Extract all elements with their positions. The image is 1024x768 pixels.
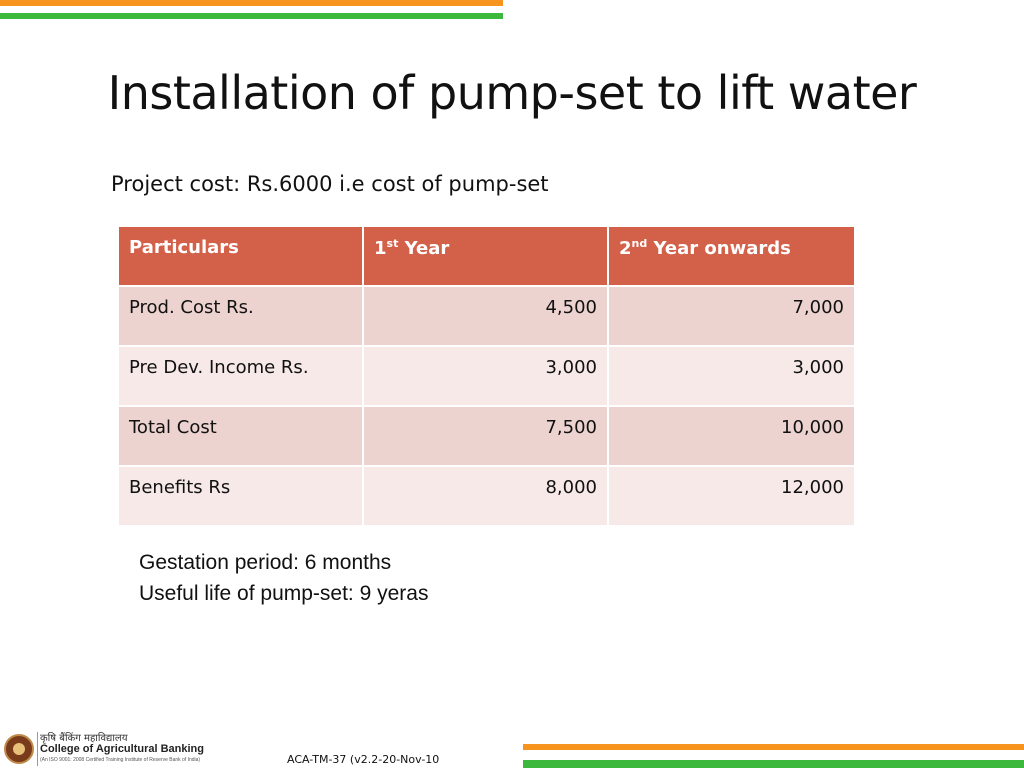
logo-hindi-name: कृषि बैंकिंग महाविद्यालय (40, 733, 128, 744)
cell-year1: 7,500 (362, 405, 609, 467)
cost-table: Particulars 1st Year 2nd Year onwards Pr… (117, 225, 856, 527)
cell-particular: Pre Dev. Income Rs. (117, 345, 364, 407)
logo-college-name: College of Agricultural Banking (40, 743, 204, 755)
top-orange-stripe (0, 0, 503, 6)
header-first-year: 1st Year (362, 225, 609, 287)
college-logo: कृषि बैंकिंग महाविद्यालय College of Agri… (2, 728, 232, 768)
cell-year2: 12,000 (607, 465, 856, 527)
logo-divider (37, 732, 38, 766)
table-row: Benefits Rs 8,000 12,000 (117, 465, 856, 527)
project-cost-text: Project cost: Rs.6000 i.e cost of pump-s… (111, 172, 549, 196)
gestation-period-text: Gestation period: 6 months (139, 551, 392, 574)
header-second-year-onwards: 2nd Year onwards (607, 225, 856, 287)
table-row: Pre Dev. Income Rs. 3,000 3,000 (117, 345, 856, 407)
cell-year1: 4,500 (362, 285, 609, 347)
cell-year1: 3,000 (362, 345, 609, 407)
footer-code: ACA-TM-37 (v2.2-20-Nov-10 (287, 753, 440, 766)
header-particulars: Particulars (117, 225, 364, 287)
emblem-icon (4, 734, 34, 764)
cell-year1: 8,000 (362, 465, 609, 527)
top-green-stripe (0, 13, 503, 19)
bottom-green-stripe (523, 760, 1024, 768)
logo-certification: (An ISO 9001: 2008 Certified Training In… (40, 757, 201, 763)
cell-year2: 10,000 (607, 405, 856, 467)
cell-particular: Total Cost (117, 405, 364, 467)
cell-particular: Prod. Cost Rs. (117, 285, 364, 347)
cell-year2: 7,000 (607, 285, 856, 347)
bottom-orange-stripe (523, 744, 1024, 750)
useful-life-text: Useful life of pump-set: 9 yeras (139, 582, 429, 605)
cell-particular: Benefits Rs (117, 465, 364, 527)
table-header-row: Particulars 1st Year 2nd Year onwards (117, 225, 856, 287)
table-row: Total Cost 7,500 10,000 (117, 405, 856, 467)
notes-block: Gestation period: 6 months Useful life o… (139, 547, 428, 609)
cell-year2: 3,000 (607, 345, 856, 407)
table-row: Prod. Cost Rs. 4,500 7,000 (117, 285, 856, 347)
slide-title: Installation of pump-set to lift water (107, 66, 917, 120)
